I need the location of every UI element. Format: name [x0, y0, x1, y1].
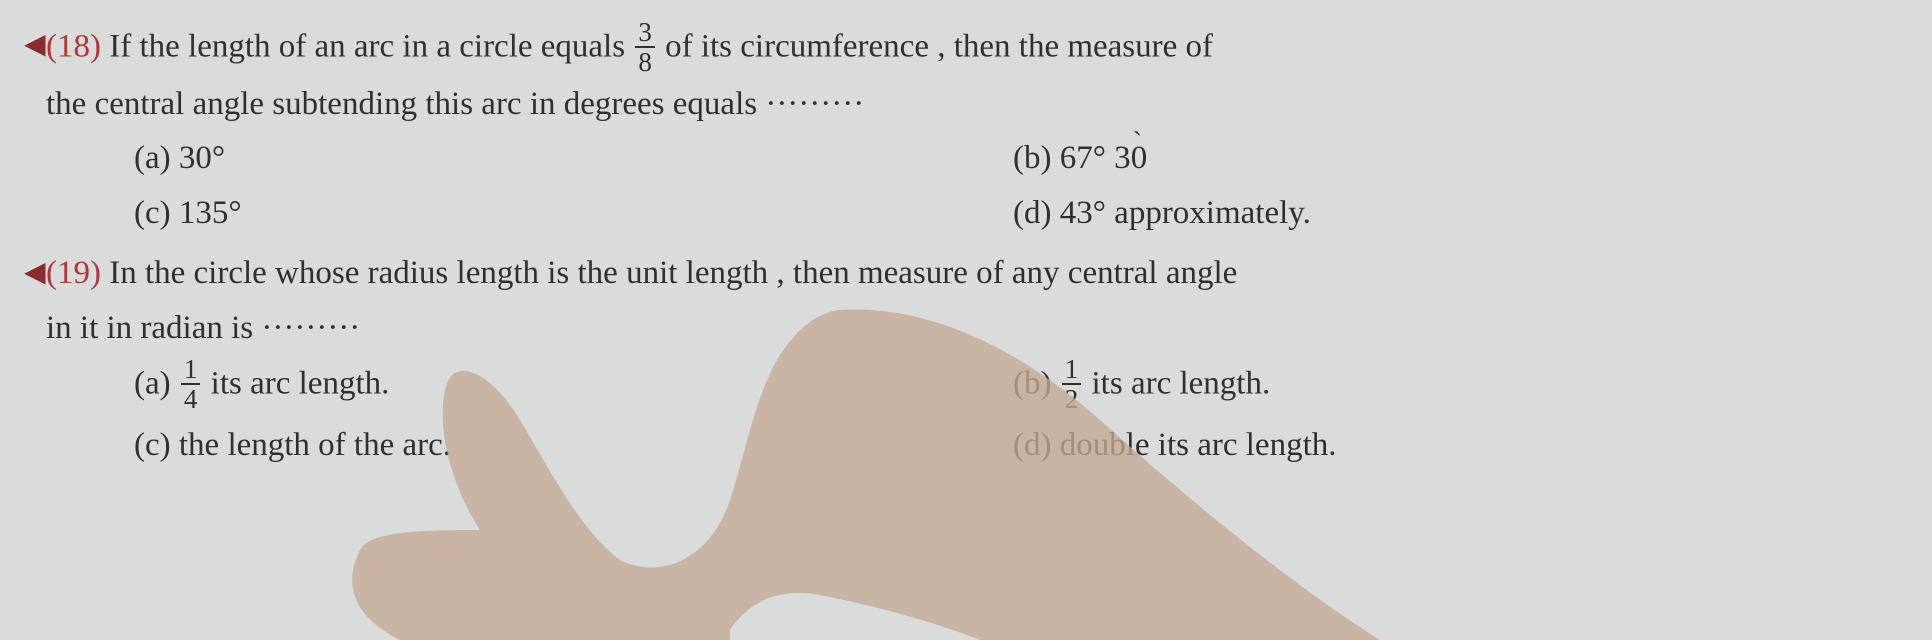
q19-opt-b: (b) 12 its arc length. [1013, 355, 1892, 414]
q18-stem-line1: (18) If the length of an arc in a circle… [46, 18, 1213, 77]
q18-options: (a) 30° (b) 67° 30` (c) 135° (d) 43° app… [24, 131, 1892, 240]
q19-stem-line1: (19) In the circle whose radius length i… [46, 246, 1237, 300]
bullet-icon: ◀ [24, 18, 46, 131]
q18-opt-b: (b) 67° 30` [1013, 131, 1892, 185]
q18-opt-d: (d) 43° approximately. [1013, 186, 1892, 240]
question-18: ◀ (18) If the length of an arc in a circ… [24, 18, 1892, 240]
q19-opt-b-fraction: 12 [1062, 355, 1082, 414]
q18-text-before-frac: If the length of an arc in a circle equa… [109, 29, 633, 65]
q18-stem-line2: the central angle subtending this arc in… [46, 77, 1213, 131]
q19-opt-d: (d) double its arc length. [1013, 418, 1892, 472]
q18-opt-a: (a) 30° [134, 131, 1013, 185]
q18-number: (18) [46, 29, 101, 65]
q19-number: (19) [46, 255, 101, 291]
q19-stem-line2: in it in radian is ········· [46, 301, 1237, 355]
q19-opt-a-fraction: 14 [181, 355, 201, 414]
bullet-icon: ◀ [24, 246, 46, 355]
q19-opt-a: (a) 14 its arc length. [134, 355, 1013, 414]
q18-opt-c: (c) 135° [134, 186, 1013, 240]
question-19: ◀ (19) In the circle whose radius length… [24, 246, 1892, 472]
q19-opt-c: (c) the length of the arc. [134, 418, 1013, 472]
q18-text-after-frac: of its circumference , then the measure … [657, 29, 1213, 65]
q18-fraction: 38 [635, 18, 655, 77]
q19-options: (a) 14 its arc length. (b) 12 its arc le… [24, 355, 1892, 472]
